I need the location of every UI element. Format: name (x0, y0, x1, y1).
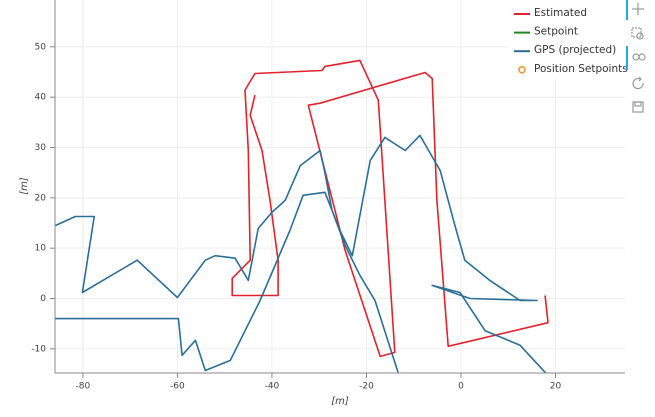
x-tick-label: -80 (76, 382, 91, 392)
y-axis-label: [m] (19, 177, 30, 195)
legend-label: GPS (projected) (534, 44, 616, 56)
x-tick-label: -40 (265, 382, 280, 392)
x-tick-label: 0 (458, 382, 464, 392)
plot-lines (55, 59, 549, 373)
y-tick-label: 0 (40, 294, 46, 304)
x-tick-label: -20 (359, 382, 374, 392)
reset-tool[interactable] (632, 76, 644, 90)
y-tick-label: 20 (35, 193, 47, 203)
legend-label: Position Setpoints (534, 63, 628, 75)
wheel-zoom-tool[interactable] (632, 53, 646, 61)
y-tick-label: 40 (35, 93, 47, 103)
y-tick-label: 10 (35, 244, 47, 254)
box-zoom-tool[interactable] (631, 27, 644, 40)
x-tick-label: 20 (550, 382, 562, 392)
legend: Estimated Setpoint GPS (projected) Position… (514, 7, 628, 75)
toolbar (626, 0, 646, 113)
y-tick-label: -10 (31, 344, 46, 354)
save-tool[interactable] (632, 101, 644, 113)
series-line (55, 134, 547, 373)
x-axis-label: [m] (331, 396, 349, 407)
legend-label: Setpoint (534, 26, 578, 38)
pan-tool[interactable] (632, 3, 644, 15)
legend-marker (518, 66, 526, 74)
x-tick-label: -60 (170, 382, 185, 392)
series-line (231, 59, 549, 358)
y-tick-label: 50 (35, 42, 47, 52)
legend-label: Estimated (534, 7, 587, 19)
y-tick-label: 30 (35, 143, 47, 153)
